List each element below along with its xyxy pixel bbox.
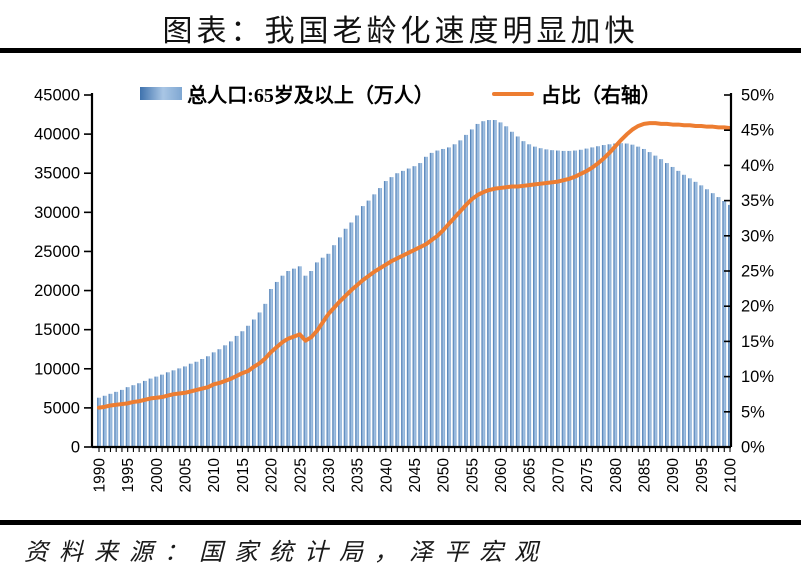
chart-title: 图表：我国老龄化速度明显加快 — [162, 15, 639, 48]
svg-text:15000: 15000 — [34, 321, 80, 339]
bottom-divider — [0, 520, 801, 525]
svg-text:2065: 2065 — [522, 458, 539, 492]
svg-text:2070: 2070 — [550, 458, 567, 493]
svg-text:10000: 10000 — [34, 360, 80, 378]
svg-text:50%: 50% — [741, 87, 774, 105]
svg-text:1995: 1995 — [120, 458, 137, 492]
chart-legend: 总人口:65岁及以上（万人） 占比（右轴） — [0, 79, 801, 108]
svg-text:2050: 2050 — [436, 458, 453, 493]
svg-text:2005: 2005 — [178, 458, 195, 492]
svg-text:2030: 2030 — [321, 458, 338, 493]
axes — [90, 93, 733, 449]
svg-text:2095: 2095 — [694, 458, 711, 492]
svg-text:2025: 2025 — [292, 458, 309, 492]
svg-text:2000: 2000 — [149, 458, 166, 493]
svg-text:20000: 20000 — [34, 282, 80, 300]
svg-text:2080: 2080 — [608, 458, 625, 493]
svg-text:20%: 20% — [741, 298, 774, 316]
svg-text:10%: 10% — [741, 368, 774, 386]
ratio-line — [97, 121, 732, 410]
line-series-label: 占比（右轴） — [540, 85, 661, 107]
top-divider — [0, 48, 801, 53]
svg-text:0%: 0% — [741, 439, 765, 457]
svg-text:25000: 25000 — [34, 243, 80, 261]
svg-text:30%: 30% — [741, 227, 774, 245]
svg-text:45%: 45% — [741, 122, 774, 140]
svg-text:0: 0 — [71, 439, 80, 457]
axis-labels: 4500040000350003000025000200001500010000… — [34, 87, 774, 493]
bar-series — [97, 120, 732, 448]
svg-text:1990: 1990 — [92, 458, 109, 493]
svg-text:45000: 45000 — [34, 87, 80, 105]
tick-marks — [84, 94, 731, 452]
svg-text:2020: 2020 — [264, 458, 281, 493]
svg-text:2015: 2015 — [235, 458, 252, 492]
svg-text:2055: 2055 — [464, 458, 481, 492]
svg-text:5%: 5% — [741, 403, 765, 421]
source-note: 资料来源：国家统计局，泽平宏观 — [24, 540, 549, 566]
svg-text:35000: 35000 — [34, 165, 80, 183]
svg-text:40%: 40% — [741, 157, 774, 175]
svg-text:2040: 2040 — [378, 458, 395, 493]
svg-text:15%: 15% — [741, 333, 774, 351]
svg-text:2035: 2035 — [350, 458, 367, 492]
svg-text:5000: 5000 — [43, 399, 80, 417]
bar-series-label: 总人口:65岁及以上（万人） — [187, 85, 434, 107]
svg-text:2060: 2060 — [493, 458, 510, 493]
svg-text:40000: 40000 — [34, 126, 80, 144]
svg-text:35%: 35% — [741, 192, 774, 210]
svg-text:2085: 2085 — [637, 458, 654, 492]
svg-text:2045: 2045 — [407, 458, 424, 492]
svg-text:2075: 2075 — [579, 458, 596, 492]
bar-series-swatch-icon — [140, 87, 183, 100]
svg-text:2010: 2010 — [206, 458, 223, 493]
line-series-swatch-icon — [491, 91, 534, 96]
svg-text:30000: 30000 — [34, 204, 80, 222]
svg-text:2090: 2090 — [665, 458, 682, 493]
svg-text:2100: 2100 — [723, 458, 740, 493]
svg-text:25%: 25% — [741, 263, 774, 281]
